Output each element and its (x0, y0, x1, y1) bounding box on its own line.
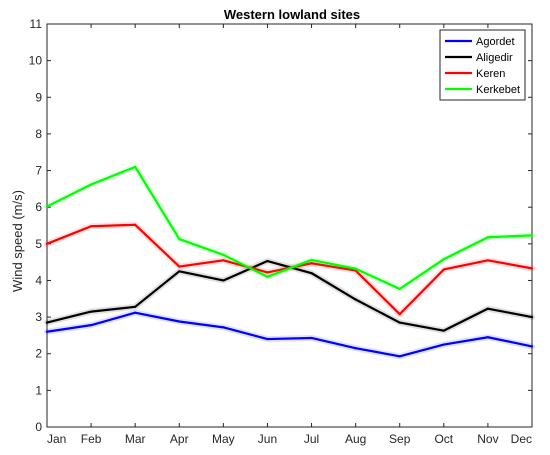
data-point-aligedir (442, 329, 445, 332)
y-tick-label: 0 (35, 420, 42, 434)
y-tick-label: 11 (30, 17, 43, 31)
data-point-kerkebet (89, 183, 93, 186)
legend-label-keren: Keren (476, 68, 505, 80)
data-point-kerkebet (530, 234, 534, 237)
data-point-agordet (45, 330, 49, 333)
y-tick-label: 10 (29, 54, 43, 68)
x-tick-label: Oct (434, 432, 453, 446)
data-point-keren (222, 259, 225, 262)
legend-label-agordet: Agordet (476, 36, 515, 48)
series-lines (44, 163, 535, 360)
data-point-agordet (222, 326, 225, 329)
x-tick-label: Jun (258, 432, 277, 446)
y-tick-label: 1 (35, 383, 42, 397)
data-point-kerkebet (442, 258, 445, 261)
x-tick-label: Nov (477, 432, 498, 446)
x-tick-label: Jul (304, 432, 319, 446)
data-point-agordet (398, 355, 401, 358)
legend-label-kerkebet: Kerkebet (476, 84, 520, 96)
data-point-agordet (134, 311, 137, 314)
x-tick-label: Aug (345, 432, 366, 446)
data-point-aligedir (530, 315, 534, 319)
data-point-keren (178, 265, 181, 268)
data-point-keren (530, 267, 534, 270)
legend: Agordet Aligedir Keren Kerkebet (439, 29, 526, 101)
series-line-agordet (45, 311, 534, 358)
data-point-kerkebet (178, 237, 181, 241)
data-point-kerkebet (486, 236, 490, 239)
y-tick-label: 8 (35, 127, 42, 141)
data-point-aligedir (310, 272, 313, 275)
data-point-keren (398, 313, 401, 316)
y-tick-label: 6 (35, 200, 42, 214)
series-line-kerkebet (45, 165, 534, 290)
data-point-aligedir (398, 321, 401, 324)
data-point-keren (266, 271, 269, 274)
data-point-kerkebet (222, 253, 225, 256)
data-point-aligedir (486, 307, 490, 310)
data-point-keren (486, 259, 490, 262)
data-point-aligedir (89, 310, 93, 313)
data-point-agordet (310, 336, 313, 340)
y-tick-label: 5 (35, 237, 42, 251)
x-tick-label: Sep (389, 432, 411, 446)
data-point-aligedir (134, 305, 137, 308)
chart-title: Western lowland sites (224, 7, 360, 22)
data-point-kerkebet (134, 165, 137, 168)
x-tick-label: Dec (511, 432, 532, 446)
data-point-kerkebet (354, 267, 357, 270)
y-axis-label: Wind speed (m/s) (10, 190, 25, 292)
y-tick-label: 4 (35, 273, 42, 287)
data-point-aligedir (45, 321, 49, 324)
data-point-agordet (178, 320, 181, 323)
legend-label-aligedir: Aligedir (476, 52, 513, 64)
y-tick-label: 3 (35, 310, 42, 324)
data-point-keren (45, 242, 49, 245)
data-point-keren (134, 223, 137, 226)
data-point-kerkebet (266, 275, 269, 278)
data-point-agordet (442, 343, 445, 346)
data-point-agordet (530, 345, 534, 348)
x-tick-label: Feb (81, 432, 102, 446)
data-point-kerkebet (45, 205, 49, 208)
y-tick-label: 2 (35, 347, 42, 361)
data-point-aligedir (354, 298, 357, 301)
data-point-keren (89, 225, 93, 228)
data-point-kerkebet (398, 287, 401, 290)
data-point-agordet (486, 336, 490, 339)
x-tick-label: Mar (125, 432, 146, 446)
data-point-agordet (89, 324, 93, 327)
data-point-agordet (354, 347, 357, 350)
data-point-aligedir (222, 279, 225, 282)
data-point-keren (310, 262, 313, 265)
data-point-aligedir (266, 259, 269, 263)
data-point-aligedir (178, 270, 181, 273)
y-tick-label: 9 (35, 90, 42, 104)
data-point-keren (442, 268, 445, 271)
y-tick-label: 7 (35, 164, 42, 178)
data-point-agordet (266, 337, 269, 341)
x-tick-label: May (212, 432, 235, 446)
data-point-kerkebet (310, 258, 313, 262)
x-tick-label: Jan (47, 432, 66, 446)
x-tick-label: Apr (170, 432, 189, 446)
